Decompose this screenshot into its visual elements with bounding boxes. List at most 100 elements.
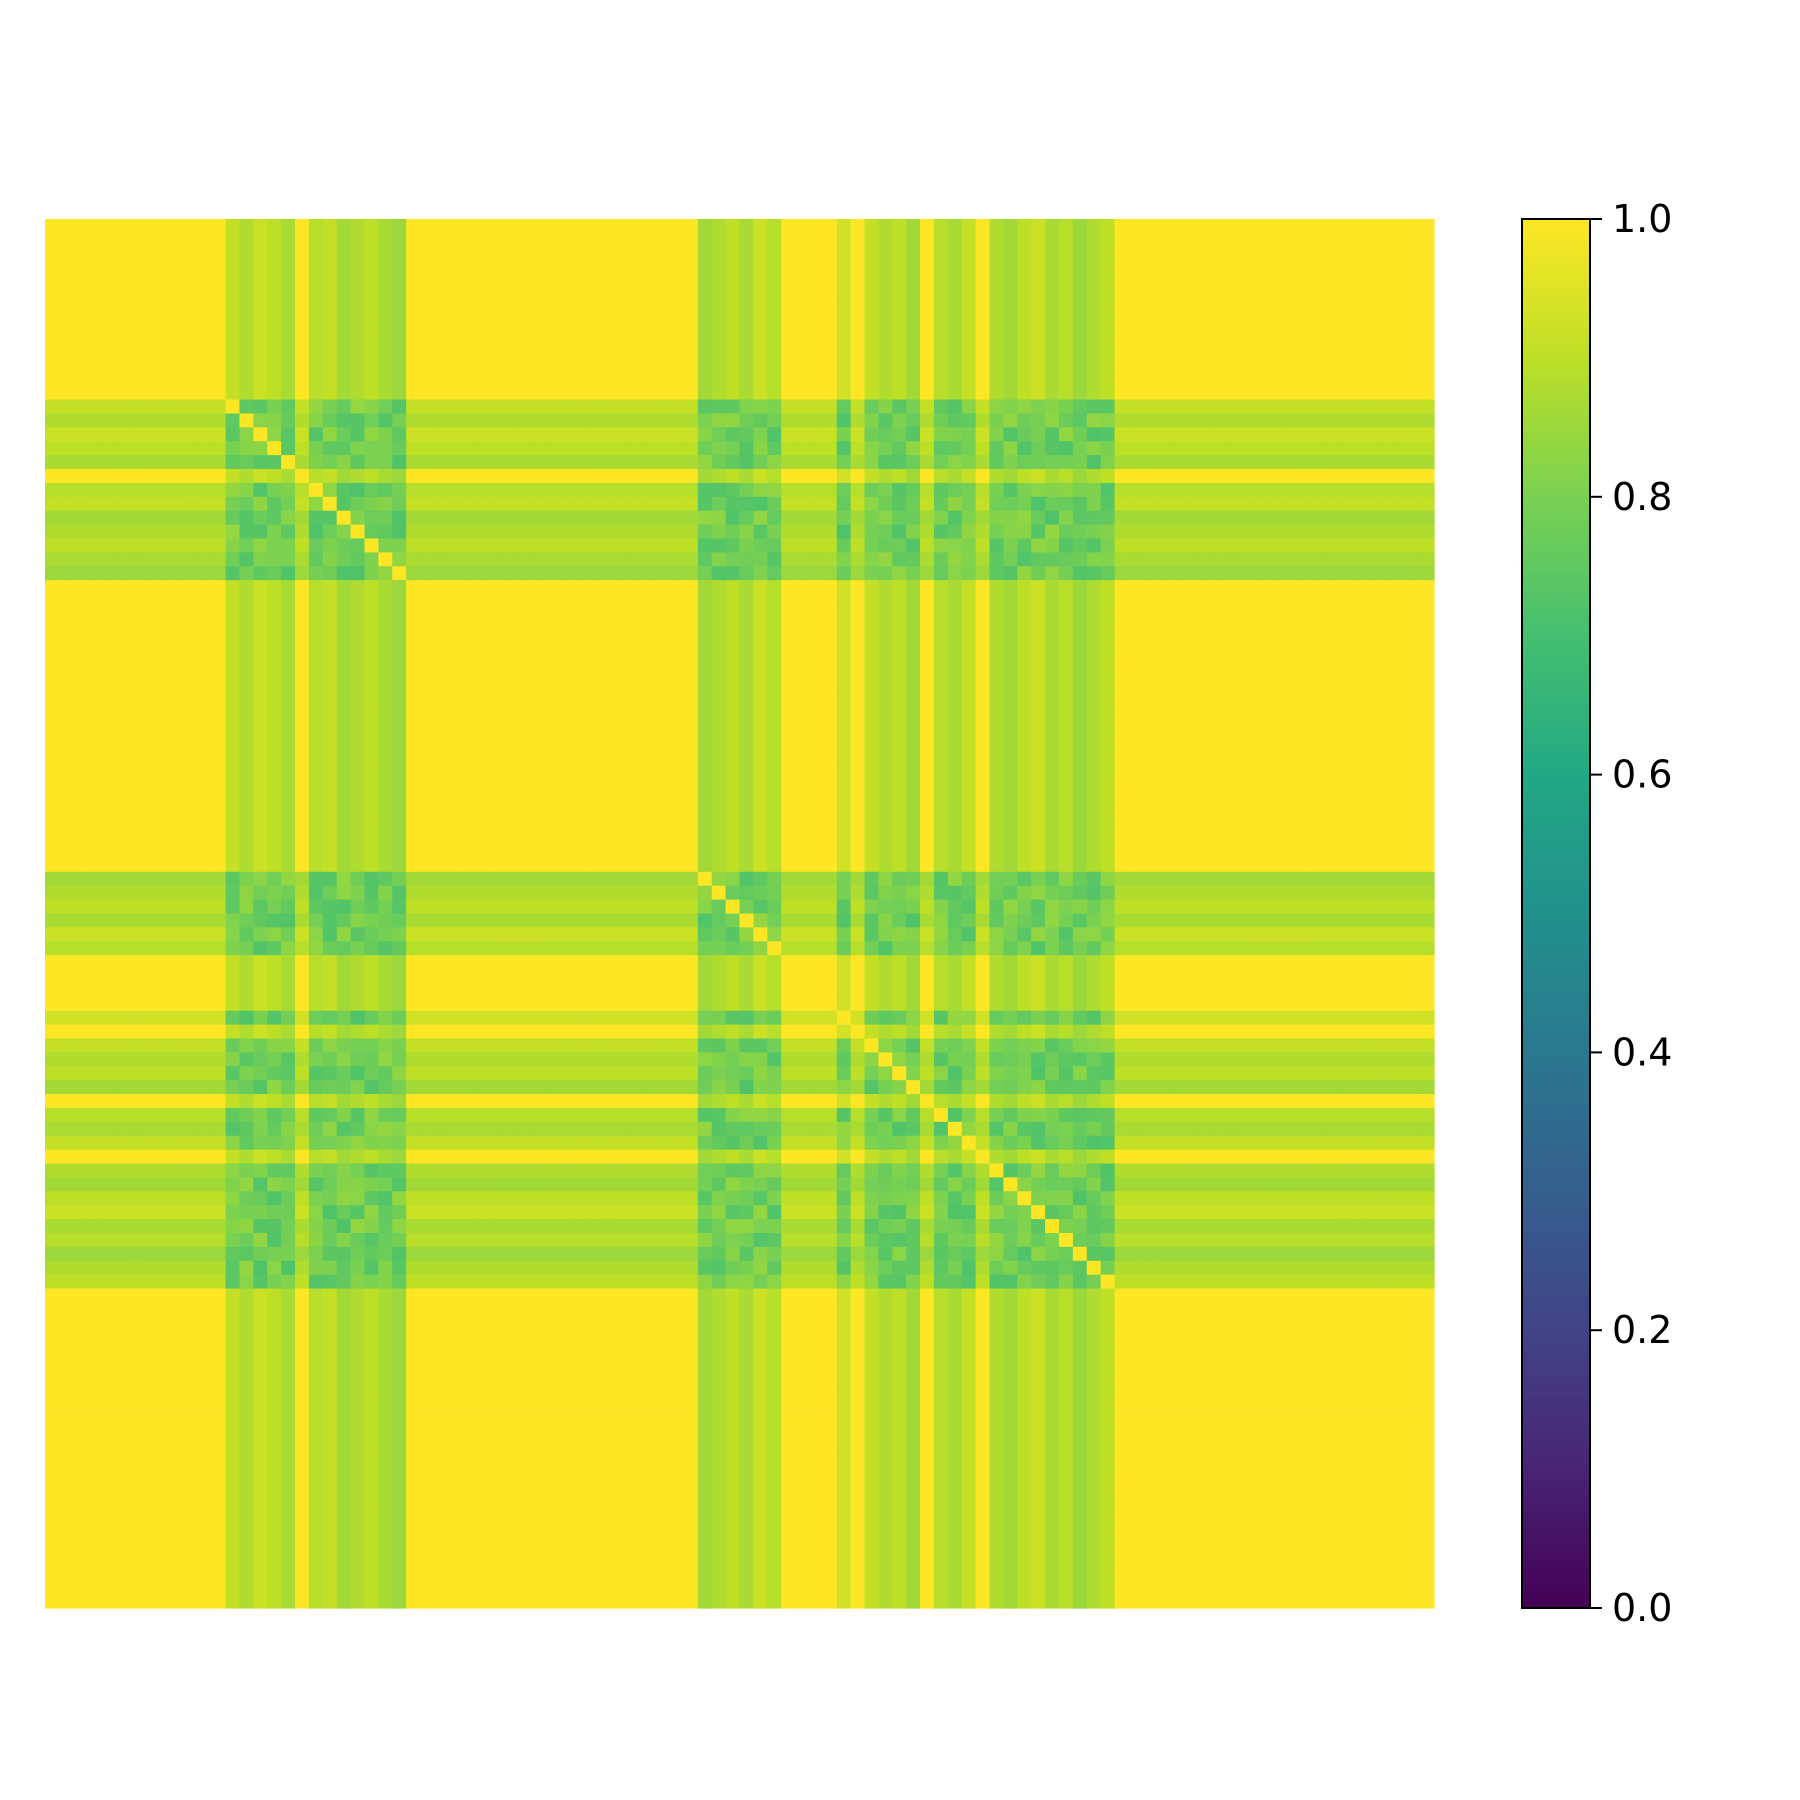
heatmap-cell (989, 260, 1005, 276)
heatmap-cell (517, 510, 532, 526)
heatmap-cell (933, 705, 949, 720)
heatmap-cell (1100, 357, 1116, 373)
heatmap-cell (197, 899, 213, 915)
heatmap-cell (656, 635, 671, 651)
heatmap-cell (1336, 330, 1352, 345)
heatmap-cell (1406, 413, 1421, 428)
heatmap-cell (489, 357, 504, 373)
heatmap-cell (1100, 510, 1116, 526)
heatmap-cell (1072, 524, 1088, 540)
heatmap-cell (308, 246, 324, 262)
heatmap-cell (1114, 357, 1130, 373)
heatmap-cell (1281, 469, 1296, 484)
heatmap-cell (947, 469, 963, 484)
heatmap-cell (1350, 552, 1366, 567)
heatmap-cell (517, 219, 532, 234)
heatmap-cell (545, 677, 560, 692)
heatmap-cell (1114, 899, 1130, 915)
heatmap-cell (781, 857, 796, 873)
heatmap-cell (183, 594, 199, 609)
heatmap-cell (517, 316, 532, 331)
heatmap-cell (336, 455, 352, 470)
heatmap-cell (753, 413, 768, 428)
heatmap-cell (558, 788, 574, 803)
heatmap-cell (795, 219, 810, 234)
heatmap-cell (781, 232, 796, 248)
heatmap-cell (1225, 621, 1241, 637)
heatmap-cell (239, 524, 254, 540)
heatmap-cell (1225, 857, 1241, 873)
heatmap-cell (1086, 524, 1102, 540)
heatmap-cell (322, 691, 338, 706)
heatmap-cell (1308, 427, 1324, 442)
heatmap-cell (1072, 330, 1088, 345)
heatmap-cell (170, 455, 185, 470)
heatmap-cell (58, 830, 74, 845)
heatmap-cell (1058, 496, 1074, 512)
heatmap-cell (572, 302, 588, 317)
heatmap-cell (1406, 371, 1421, 387)
heatmap-cell (350, 857, 366, 873)
heatmap-cell (795, 816, 810, 831)
heatmap-cell (878, 482, 893, 498)
heatmap-cell (711, 385, 727, 401)
heatmap-cell (267, 663, 282, 678)
heatmap-cell (420, 482, 435, 498)
heatmap-cell (1045, 774, 1060, 790)
heatmap-cell (795, 649, 810, 665)
heatmap-cell (697, 538, 713, 553)
heatmap-cell (1420, 232, 1435, 248)
heatmap-cell (433, 413, 449, 428)
heatmap-cell (461, 746, 477, 762)
heatmap-cell (711, 316, 727, 331)
heatmap-cell (1183, 385, 1199, 401)
heatmap-cell (600, 705, 616, 720)
heatmap-cell (1142, 691, 1157, 706)
heatmap-cell (1211, 566, 1227, 581)
heatmap-cell (295, 413, 310, 428)
heatmap-cell (128, 607, 143, 623)
heatmap-cell (364, 510, 379, 526)
heatmap-cell (1378, 399, 1393, 415)
heatmap-cell (683, 274, 699, 290)
heatmap-cell (128, 232, 143, 248)
heatmap-cell (225, 357, 241, 373)
heatmap-cell (753, 246, 768, 262)
heatmap-cell (961, 330, 977, 345)
heatmap-cell (72, 357, 88, 373)
heatmap-cell (156, 316, 171, 331)
heatmap-cell (1253, 746, 1268, 762)
heatmap-cell (586, 246, 602, 262)
heatmap-cell (531, 538, 546, 553)
heatmap-cell (531, 746, 546, 762)
heatmap-cell (1211, 607, 1227, 623)
heatmap-cell (753, 677, 768, 692)
heatmap-cell (253, 580, 268, 595)
heatmap-cell (1364, 774, 1380, 790)
heatmap-cell (1156, 760, 1171, 776)
heatmap-cell (1336, 746, 1352, 762)
heatmap-cell (920, 802, 935, 817)
heatmap-cell (170, 427, 185, 442)
heatmap-cell (683, 844, 699, 859)
heatmap-cell (72, 677, 88, 692)
heatmap-cell (406, 607, 421, 623)
heatmap-cell (1295, 844, 1310, 859)
heatmap-cell (878, 274, 893, 290)
heatmap-cell (1183, 594, 1199, 609)
heatmap-cell (1100, 330, 1116, 345)
heatmap-cell (808, 469, 824, 484)
heatmap-cell (45, 649, 60, 665)
heatmap-cell (808, 357, 824, 373)
heatmap-cell (267, 274, 282, 290)
heatmap-cell (1072, 621, 1088, 637)
heatmap-cell (281, 802, 296, 817)
heatmap-cell (128, 746, 143, 762)
heatmap-cell (364, 399, 379, 415)
heatmap-cell (1378, 732, 1393, 748)
heatmap-cell (1197, 594, 1213, 609)
heatmap-cell (1100, 760, 1116, 776)
heatmap-cell (670, 802, 685, 817)
heatmap-cell (100, 232, 116, 248)
heatmap-cell (1350, 566, 1366, 581)
